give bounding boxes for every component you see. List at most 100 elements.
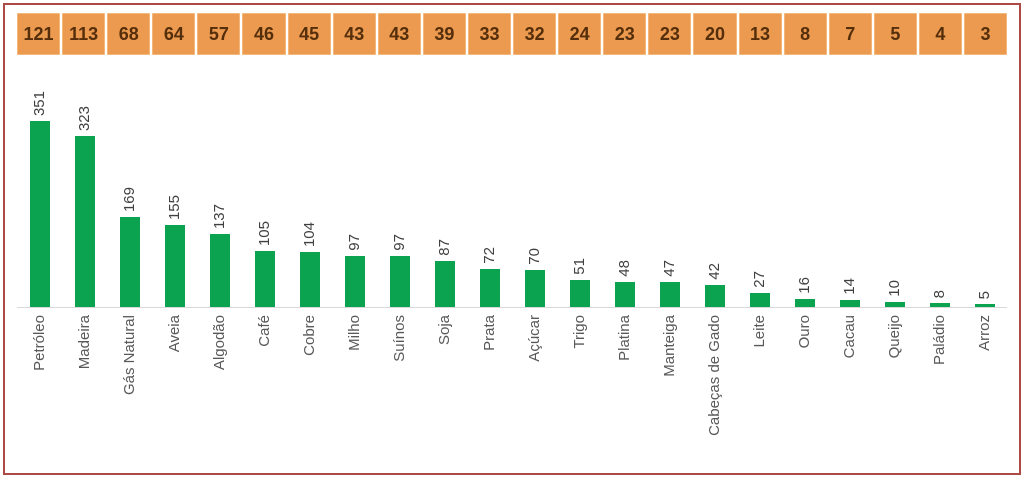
bar-column: 155 [152, 55, 197, 307]
category-label-cell: Paládio [917, 308, 962, 472]
bar-value-label: 42 [706, 263, 723, 280]
category-label-cell: Milho [332, 308, 377, 472]
header-value-cell: 32 [513, 13, 557, 55]
category-label: Platina [616, 315, 633, 361]
bar-column: 97 [377, 55, 422, 307]
bar-column: 27 [737, 55, 782, 307]
category-label-cell: Ouro [782, 308, 827, 472]
category-label: Arroz [976, 315, 993, 351]
chart-frame: 121 113 68 64 57 46 45 43 43 39 33 32 24 23 23 20 13 8 7 5 4… [3, 3, 1021, 475]
bar [164, 225, 185, 307]
category-label: Paládio [931, 315, 948, 366]
header-value-cell: 5 [873, 13, 917, 55]
header-value-cell: 121 [17, 13, 61, 55]
bar [344, 256, 365, 307]
category-label-cell: Gás Natural [107, 308, 152, 472]
category-label-cell: Platina [602, 308, 647, 472]
bar [884, 302, 905, 307]
category-label-cell: Cobre [287, 308, 332, 472]
bar-column: 42 [692, 55, 737, 307]
category-label: Ouro [796, 315, 813, 349]
header-value-cell: 68 [107, 13, 151, 55]
bar-value-label: 105 [256, 220, 273, 246]
category-label: Café [256, 315, 273, 347]
bar-column: 10 [872, 55, 917, 307]
category-label: Cabeças de Gado [706, 315, 723, 436]
header-value-cell: 33 [467, 13, 512, 55]
header-value-cell: 4 [918, 13, 962, 55]
category-label: Queijo [886, 315, 903, 359]
category-label: Suínos [391, 315, 408, 362]
bar-column: 97 [332, 55, 377, 307]
bar-column: 5 [962, 55, 1007, 307]
category-label-cell: Cabeças de Gado [692, 308, 737, 472]
bar-column: 16 [782, 55, 827, 307]
category-label-cell: Prata [467, 308, 512, 472]
category-label: Açúcar [526, 315, 543, 362]
bar-value-label: 70 [526, 248, 543, 265]
bar [929, 303, 950, 307]
bar-value-label: 97 [346, 234, 363, 251]
category-label-cell: Queijo [872, 308, 917, 472]
category-label-cell: Aveia [152, 308, 197, 472]
bar-value-label: 27 [751, 271, 768, 288]
header-value-cell: 24 [558, 13, 602, 55]
bar-column: 47 [647, 55, 692, 307]
category-label: Soja [436, 315, 453, 346]
category-label: Aveia [166, 315, 183, 353]
bar-column: 51 [557, 55, 602, 307]
bar-value-label: 5 [976, 290, 993, 299]
bar [74, 136, 95, 307]
bar-value-label: 323 [76, 105, 93, 131]
bar [749, 293, 770, 307]
header-value-cell: 46 [242, 13, 286, 55]
bar [119, 217, 140, 307]
header-value-cell: 7 [828, 13, 872, 55]
bar-value-label: 87 [436, 239, 453, 256]
bar [389, 256, 410, 307]
bar [29, 121, 50, 307]
header-value-cell: 43 [332, 13, 376, 55]
category-label-cell: Suínos [377, 308, 422, 472]
bar-column: 351 [17, 55, 62, 307]
bar [569, 280, 590, 307]
header-value-cell: 39 [422, 13, 466, 55]
bar-value-label: 72 [481, 247, 498, 264]
category-label: Madeira [76, 315, 93, 370]
bar [524, 270, 545, 307]
bar-value-label: 155 [166, 194, 183, 220]
bar-value-label: 10 [886, 280, 903, 297]
category-label: Gás Natural [121, 315, 138, 396]
bar [974, 304, 995, 307]
category-label: Prata [481, 315, 498, 351]
bar-value-label: 351 [31, 90, 48, 116]
bar-value-label: 51 [571, 258, 588, 275]
category-label-cell: Manteiga [647, 308, 692, 472]
header-values-row: 121 113 68 64 57 46 45 43 43 39 33 32 24 23 23 20 13 8 7 5 4… [17, 13, 1008, 55]
bar [614, 282, 635, 307]
header-value-cell: 8 [783, 13, 827, 55]
category-label-cell: Petróleo [17, 308, 62, 472]
header-value-cell: 45 [287, 13, 331, 55]
header-value-cell: 113 [62, 13, 106, 55]
bar-value-label: 97 [391, 234, 408, 251]
category-label-cell: Soja [422, 308, 467, 472]
bar [434, 261, 455, 307]
bar [479, 269, 500, 307]
category-label: Petróleo [31, 315, 48, 371]
category-label: Milho [346, 315, 363, 351]
header-value-cell: 43 [377, 13, 421, 55]
header-value-cell: 57 [197, 13, 241, 55]
bar-column: 137 [197, 55, 242, 307]
category-label: Cobre [301, 315, 318, 356]
bar-column: 169 [107, 55, 152, 307]
bar-chart-plot-area: 351 323 169 155 137 105 104 97 97 87 72 70 51 48 47 42 2… [17, 55, 1007, 308]
bar-value-label: 47 [661, 260, 678, 277]
category-label: Algodão [211, 315, 228, 371]
header-value-cell: 3 [963, 13, 1008, 55]
bar [704, 285, 725, 307]
bar-value-label: 137 [211, 203, 228, 229]
bar-value-label: 16 [796, 277, 813, 294]
bar-column: 104 [287, 55, 332, 307]
category-label-cell: Trigo [557, 308, 602, 472]
